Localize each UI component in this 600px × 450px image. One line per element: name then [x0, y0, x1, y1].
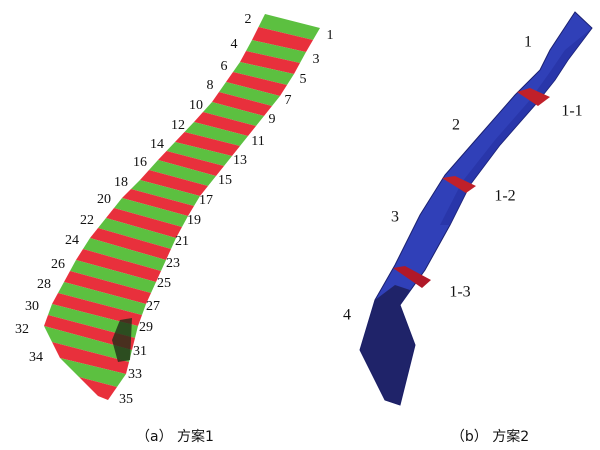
- node-label: 10: [189, 98, 203, 113]
- node-label: 6: [221, 59, 228, 74]
- page: {"panel_a": {"labels": ["1","2","3","4",…: [0, 0, 600, 450]
- segment-label: 1: [524, 34, 532, 51]
- node-label: 18: [114, 175, 128, 190]
- figure: 1234567891011121314151617181920212223242…: [0, 0, 600, 450]
- node-label: 16: [133, 155, 147, 170]
- section-label: 1-3: [449, 284, 470, 301]
- node-label: 24: [65, 233, 79, 248]
- node-label: 33: [128, 367, 142, 382]
- tube-shade: [360, 285, 415, 405]
- node-label: 17: [199, 193, 213, 208]
- node-label: 9: [269, 112, 276, 127]
- node-label: 21: [175, 234, 189, 249]
- node-label: 14: [150, 137, 164, 152]
- node-label: 29: [139, 320, 153, 335]
- node-label: 23: [166, 256, 180, 271]
- node-label: 20: [97, 192, 111, 207]
- node-label: 5: [300, 72, 307, 87]
- node-label: 30: [25, 299, 39, 314]
- node-label: 31: [133, 344, 147, 359]
- segment-label: 2: [452, 117, 460, 134]
- node-label: 22: [80, 213, 94, 228]
- node-label: 25: [157, 276, 171, 291]
- node-label: 15: [218, 173, 232, 188]
- node-label: 8: [207, 78, 214, 93]
- node-label: 11: [251, 134, 264, 149]
- panel-b: 1 2 3 4 1-1 1-2 1-3: [343, 12, 592, 405]
- node-label: 7: [285, 93, 292, 108]
- node-label: 32: [15, 322, 29, 337]
- node-label: 2: [245, 12, 252, 27]
- tube-shade: [440, 28, 592, 225]
- caption: （a） 方案1: [136, 428, 214, 445]
- node-label: 1: [327, 28, 334, 43]
- node-label: 13: [233, 153, 247, 168]
- node-label: 34: [29, 350, 43, 365]
- segment-label: 4: [343, 307, 351, 324]
- section-label: 1-2: [494, 188, 515, 205]
- node-label: 26: [51, 257, 65, 272]
- node-label: 19: [187, 213, 201, 228]
- node-label: 3: [313, 52, 320, 67]
- node-label: 12: [171, 118, 185, 133]
- node-label: 4: [231, 37, 238, 52]
- caption: （b） 方案2: [451, 428, 529, 445]
- node-label: 27: [146, 299, 160, 314]
- node-label: 35: [119, 392, 133, 407]
- segment-label: 3: [391, 209, 399, 226]
- panel-a: 1234567891011121314151617181920212223242…: [15, 12, 334, 407]
- section-label: 1-1: [561, 103, 582, 120]
- node-label: 28: [37, 277, 51, 292]
